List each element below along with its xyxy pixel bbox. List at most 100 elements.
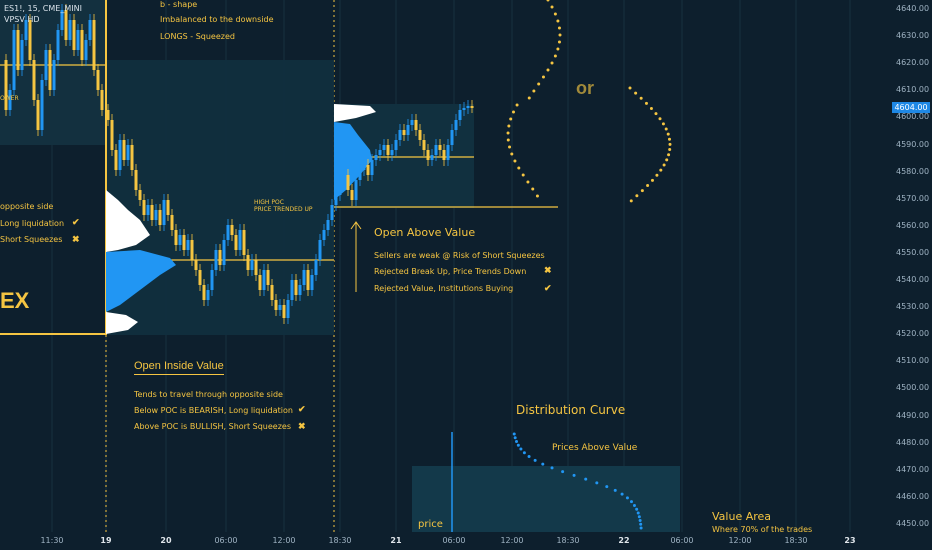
time-tick: 12:00	[500, 536, 524, 545]
candle-body	[146, 205, 150, 215]
candle-body	[322, 230, 326, 240]
candle-body	[114, 150, 118, 170]
candle-body	[446, 145, 450, 160]
price-tick: 4640.00	[896, 4, 930, 13]
candle-body	[318, 240, 322, 260]
open-inside-value-title: Open Inside Value	[134, 360, 224, 375]
time-tick: 18:30	[328, 536, 352, 545]
price-trended-up-label: PRICE TRENDED UP	[254, 206, 313, 213]
candle-body	[410, 120, 414, 125]
price-tick: 4550.00	[896, 247, 930, 257]
candle-body	[72, 20, 76, 50]
candle-body	[154, 210, 158, 220]
candle-body	[206, 290, 210, 300]
open-inside-line1: Tends to travel through opposite side	[134, 390, 283, 399]
candle-body	[198, 270, 202, 285]
open-inside-line3: Above POC is BULLISH, Short Squeezes	[134, 422, 291, 431]
time-axis[interactable]: 11:30 19 20 06:00 12:00 18:30 21 06:00 12:00 18:3…	[0, 532, 892, 550]
curve-dot	[546, 0, 550, 2]
price-axis[interactable]: 4640.00 4630.00 4620.00 4610.00 4600.00 4590.…	[892, 0, 932, 532]
price-tick: 4610.00	[896, 85, 930, 95]
candle-body	[274, 300, 278, 310]
time-tick: 06:00	[442, 536, 466, 545]
candle-body	[52, 60, 56, 90]
candle-body	[334, 195, 338, 205]
curve-dot	[667, 153, 671, 157]
candle-body	[266, 270, 270, 285]
curve-dot	[557, 26, 561, 30]
candle-body	[330, 205, 334, 220]
candle-body	[210, 270, 214, 290]
candle-body	[246, 255, 250, 270]
candle-body	[238, 230, 242, 250]
curve-dot	[517, 166, 521, 170]
candle-body	[466, 106, 470, 108]
open-inside-line2: Below POC is BEARISH, Long liquidation	[134, 406, 293, 415]
curve-dot	[655, 173, 659, 177]
volume-profile-middle	[106, 190, 176, 334]
time-tick: 22	[618, 536, 630, 545]
candle-body	[202, 285, 206, 300]
candle-body	[270, 285, 274, 300]
candle-body	[130, 145, 134, 170]
curve-dot	[510, 152, 514, 156]
curve-dot	[513, 436, 517, 440]
candle-body	[138, 190, 142, 200]
candle-body	[162, 200, 166, 225]
open-above-line2: Rejected Break Up, Price Trends Down	[374, 267, 527, 276]
curve-dot	[638, 518, 642, 522]
time-tick: 11:30	[40, 536, 64, 545]
check-icon: ✔	[72, 217, 80, 227]
curve-dot	[629, 500, 633, 504]
candle-body	[390, 150, 394, 155]
curve-dot	[533, 458, 537, 462]
symbol-label: ES1!, 15, CME_MINI	[4, 4, 82, 13]
curve-dot	[636, 511, 640, 515]
curve-dot	[613, 488, 617, 492]
candle-body	[398, 130, 402, 140]
curve-dot	[508, 145, 512, 149]
candle-body	[378, 150, 382, 155]
candle-body	[418, 130, 422, 140]
check-icon: ✔	[298, 404, 306, 414]
candle-body	[426, 150, 430, 160]
candle-body	[302, 270, 306, 285]
candle-body	[438, 145, 442, 150]
candle-body	[338, 180, 342, 195]
time-tick: 19	[100, 536, 112, 545]
candle-body	[40, 80, 44, 130]
candle-body	[126, 145, 130, 160]
candle-body	[48, 50, 52, 90]
short-squeezes-label: Short Squeezes	[0, 235, 63, 244]
candle-body	[4, 60, 8, 110]
curve-dot	[541, 75, 545, 79]
candle-body	[106, 110, 110, 120]
candle-body	[346, 175, 350, 190]
price-tick: 4450.00	[896, 518, 930, 528]
curve-dot	[635, 507, 639, 511]
candle-body	[234, 235, 238, 250]
price-tick: 4580.00	[896, 166, 930, 176]
candle-body	[170, 215, 174, 230]
candle-body	[110, 120, 114, 150]
candle-body	[166, 200, 170, 215]
price-tick: 4560.00	[896, 220, 930, 230]
time-tick: 06:00	[670, 536, 694, 545]
curve-dot	[661, 122, 665, 126]
curve-dot	[519, 447, 523, 451]
candle-body	[458, 110, 462, 120]
candle-body	[386, 145, 390, 155]
curve-dot	[526, 180, 530, 184]
candlestick-series	[4, 4, 474, 324]
candle-body	[36, 100, 40, 130]
price-tick: 4600.00	[896, 112, 930, 122]
candle-body	[218, 250, 222, 265]
time-tick: 18:30	[784, 536, 808, 545]
value-area-sub-label: Where 70% of the trades	[712, 525, 813, 534]
candle-body	[434, 145, 438, 155]
candle-body	[20, 40, 24, 70]
candle-body	[250, 260, 254, 270]
curve-dot	[639, 96, 643, 100]
